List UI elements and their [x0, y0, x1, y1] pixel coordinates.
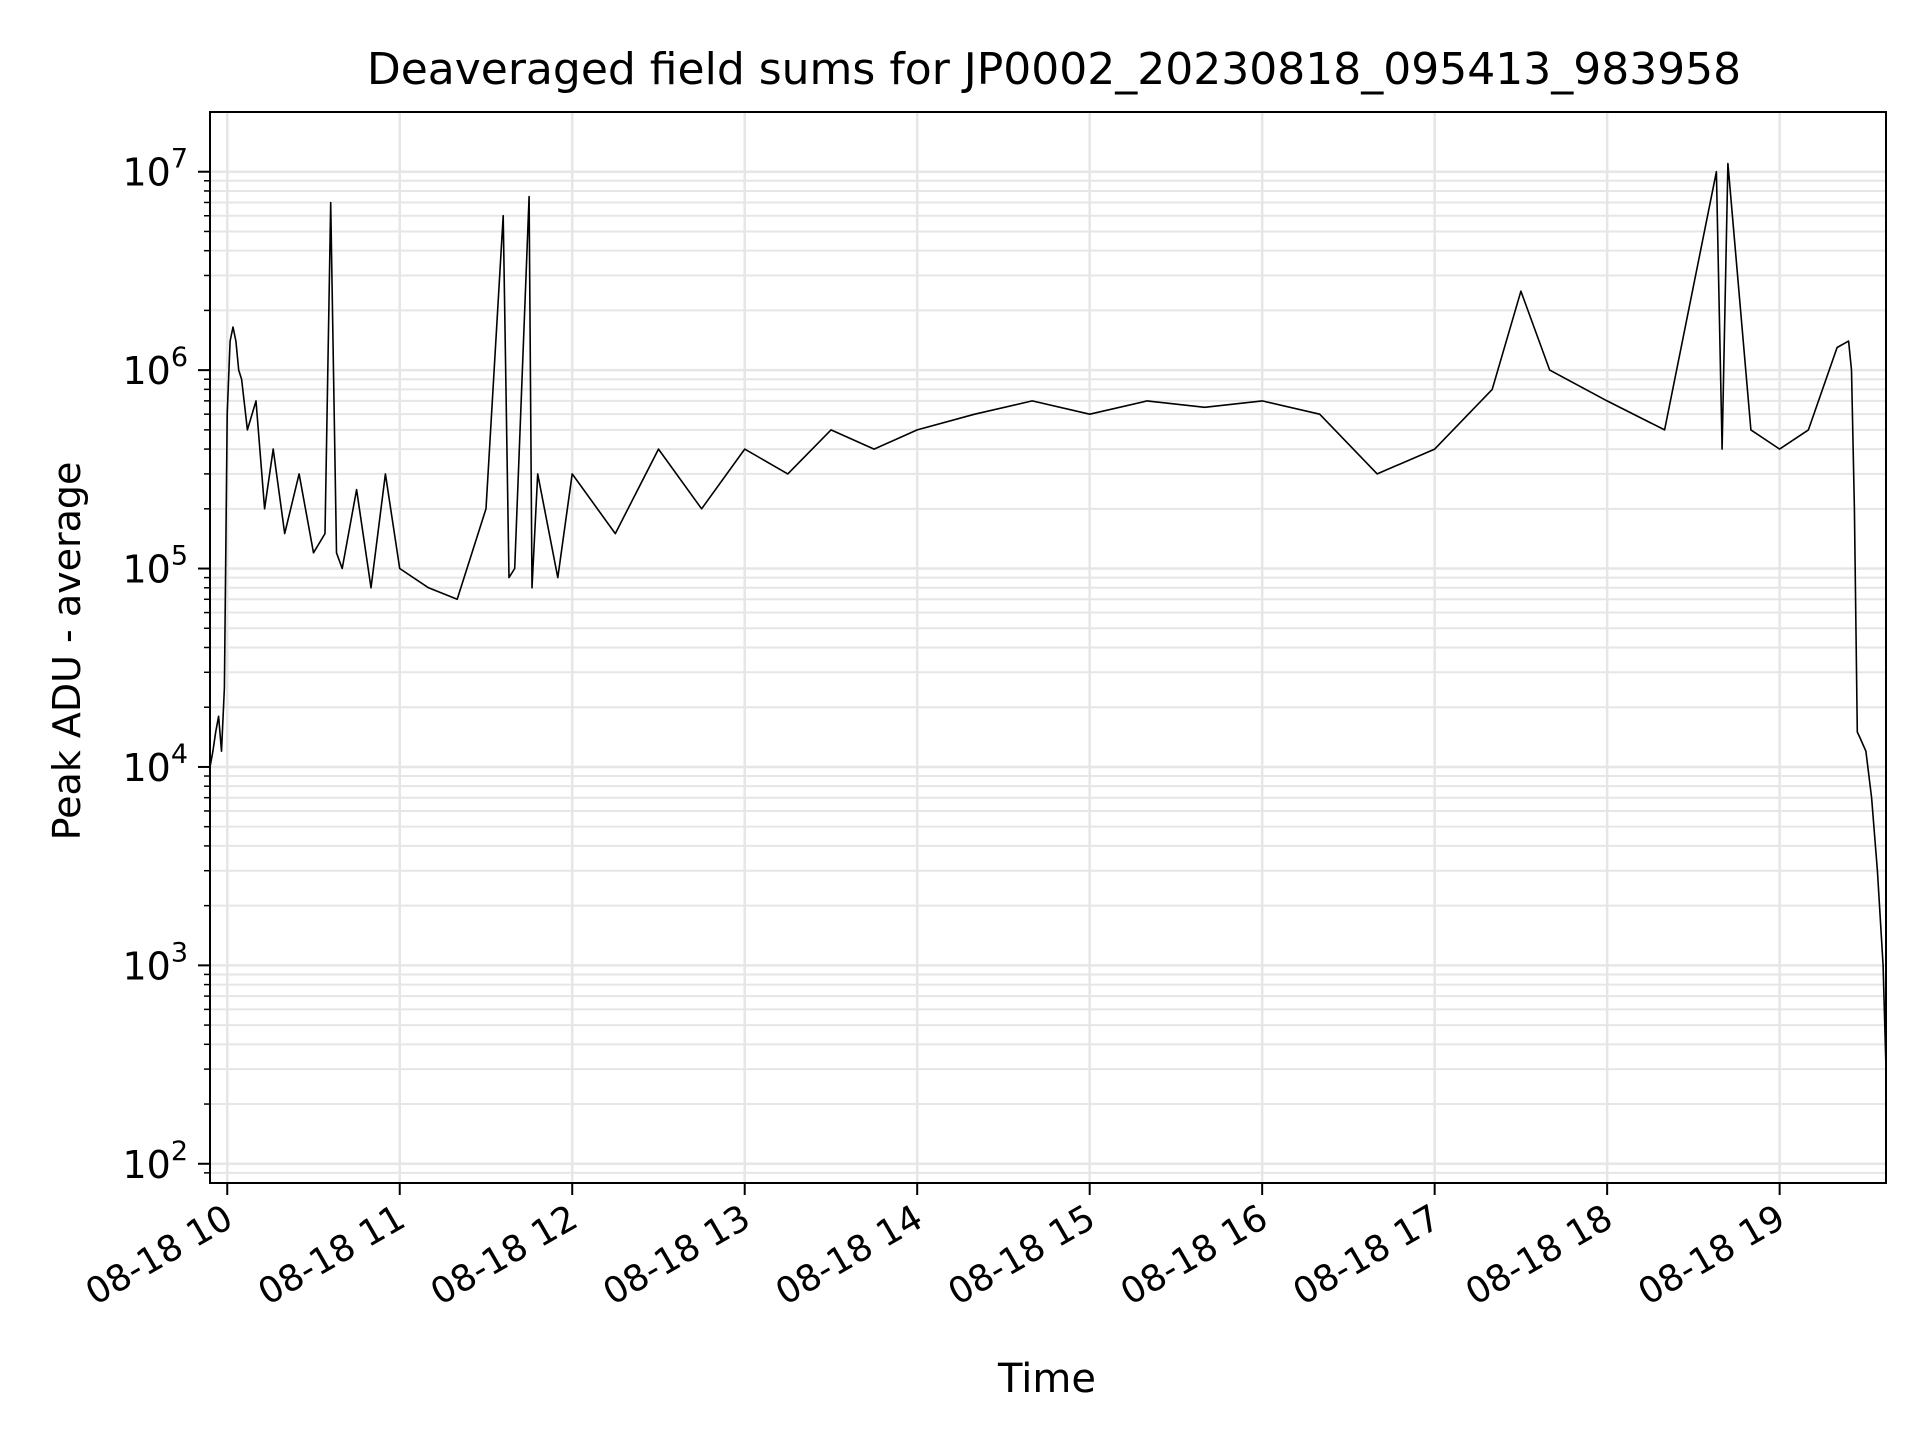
- x-tick-label: 08-18 17: [1286, 1197, 1447, 1313]
- y-tick-label: 102: [122, 1136, 188, 1187]
- series-line: [209, 162, 1887, 1070]
- y-axis-label: Peak ADU - average: [45, 462, 89, 841]
- chart-title: Deaveraged field sums for JP0002_2023081…: [367, 44, 1741, 95]
- x-axis-label: Time: [997, 1356, 1096, 1402]
- x-tick-label: 08-18 11: [252, 1197, 413, 1313]
- grid-layer: [210, 112, 1886, 1183]
- label-layer: Deaveraged field sums for JP0002_2023081…: [45, 44, 1741, 1402]
- x-tick-label: 08-18 16: [1114, 1197, 1275, 1313]
- y-tick-label: 106: [122, 342, 188, 393]
- x-tick-label: 08-18 19: [1631, 1197, 1792, 1313]
- y-tick-label: 105: [122, 541, 188, 592]
- plot-layer: [209, 162, 1887, 1070]
- y-tick-label: 107: [122, 144, 188, 195]
- x-tick-label: 08-18 15: [942, 1197, 1103, 1313]
- x-tick-label: 08-18 14: [769, 1197, 930, 1313]
- y-tick-label: 103: [122, 937, 188, 988]
- y-tick-label: 104: [122, 739, 188, 790]
- x-tick-label: 08-18 12: [424, 1197, 585, 1313]
- x-tick-label: 08-18 10: [79, 1197, 240, 1313]
- x-tick-label: 08-18 18: [1459, 1197, 1620, 1313]
- x-tick-label: 08-18 13: [597, 1197, 758, 1313]
